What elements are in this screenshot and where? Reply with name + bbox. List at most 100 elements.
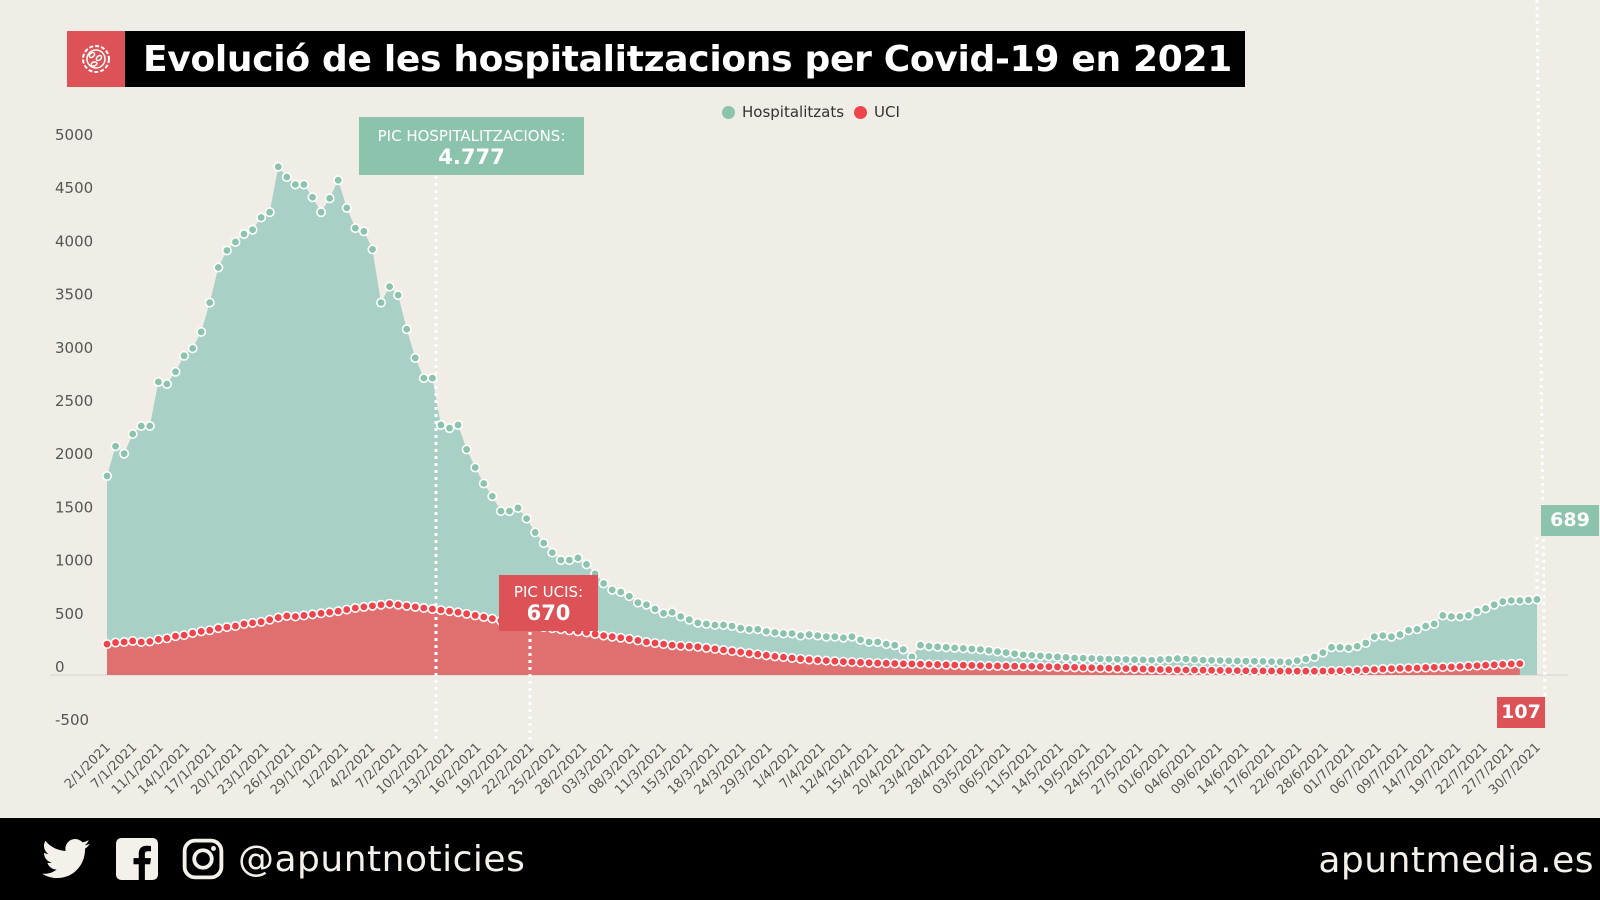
uci-point — [1112, 663, 1123, 674]
uci-point — [1352, 665, 1363, 676]
uci-point — [983, 660, 994, 671]
hospitalitzats-point — [247, 224, 258, 235]
hospitalitzats-point — [213, 262, 224, 273]
uci-last-guide — [1535, 0, 1547, 698]
hospitalitzats-point — [1215, 655, 1226, 666]
y-tick-label: 5000 — [55, 126, 93, 144]
hospitalitzats-point — [769, 627, 780, 638]
hospitalitzats-point — [341, 202, 352, 213]
uci-point — [872, 658, 883, 669]
uci-point — [470, 610, 481, 621]
social-handle[interactable]: @apuntnoticies — [238, 838, 526, 880]
y-tick-label: 3000 — [55, 339, 93, 357]
facebook-icon[interactable] — [116, 838, 158, 880]
hospitalitzats-point — [1309, 651, 1320, 662]
uci-point — [1335, 665, 1346, 676]
uci-point — [692, 641, 703, 652]
uci-point — [795, 653, 806, 664]
uci-point — [992, 660, 1003, 671]
hospitalitzats-point — [1180, 654, 1191, 665]
uci-point — [966, 660, 977, 671]
uci-last-value: 107 — [1501, 701, 1541, 723]
uci-point — [179, 630, 190, 641]
uci-point — [607, 631, 618, 642]
uci-point — [1155, 664, 1166, 675]
uci-point — [709, 643, 720, 654]
hospitalitzats-point — [1386, 631, 1397, 642]
y-tick-label: 500 — [55, 605, 84, 623]
uci-point — [187, 627, 198, 638]
uci-point — [1120, 663, 1131, 674]
uci-point — [110, 637, 121, 648]
hospitalitzats-point — [1035, 650, 1046, 661]
legend-item-uci[interactable]: UCI — [854, 103, 900, 121]
twitter-icon[interactable] — [42, 839, 90, 879]
hospitalitzats-point — [1112, 654, 1123, 665]
uci-point — [1043, 661, 1054, 672]
hospitalitzats-point — [778, 628, 789, 639]
y-tick-label: 2000 — [55, 445, 93, 463]
hospitalitzats-point — [153, 376, 164, 387]
instagram-icon[interactable] — [182, 838, 224, 880]
uci-point — [1215, 665, 1226, 676]
y-tick-label: 2500 — [55, 392, 93, 410]
uci-point — [1052, 661, 1063, 672]
legend-item-hospitalitzats[interactable]: Hospitalitzats — [722, 103, 844, 121]
hospitalitzats-point — [846, 631, 857, 642]
uci-point — [1061, 662, 1072, 673]
hospitalitzats-point — [1129, 654, 1140, 665]
hospitalitzats-point — [1120, 654, 1131, 665]
hospitalitzats-point — [692, 617, 703, 628]
hospitalitzats-point — [1232, 655, 1243, 666]
uci-area — [107, 603, 1520, 675]
hospitalitzats-point — [316, 207, 327, 218]
uci-point — [684, 641, 695, 652]
hospitalitzats-point — [761, 626, 772, 637]
uci-point — [1035, 661, 1046, 672]
uci-point — [298, 610, 309, 621]
y-tick-label: 4500 — [55, 179, 93, 197]
uci-point — [727, 646, 738, 657]
chart-title: Evolució de les hospitalitzacions per Co… — [143, 38, 1233, 80]
uci-point — [333, 606, 344, 617]
hospitalitzats-point — [290, 179, 301, 190]
hospitalitzats-point — [641, 599, 652, 610]
uci-point — [1266, 665, 1277, 676]
uci-point — [889, 658, 900, 669]
hospitalitzats-point — [607, 584, 618, 595]
uci-point — [1317, 666, 1328, 677]
uci-point — [1472, 660, 1483, 671]
uci-point — [949, 659, 960, 670]
uci-point — [1454, 661, 1465, 672]
legend-dot-uci — [854, 105, 868, 119]
uci-point — [341, 604, 352, 615]
hospitalitzats-point — [1138, 654, 1149, 665]
legend-dot-hosp — [722, 105, 735, 119]
hospitalitzats-point — [812, 630, 823, 641]
hospitalitzats-point — [1223, 655, 1234, 666]
uci-peak-annotation: PIC UCIS: 670 — [499, 575, 598, 631]
y-tick-label: -500 — [55, 711, 89, 729]
uci-point — [958, 660, 969, 671]
uci-point — [1403, 663, 1414, 674]
uci-point — [1429, 662, 1440, 673]
hospitalitzats-point — [958, 643, 969, 654]
hospitalitzats-point — [838, 632, 849, 643]
uci-point — [769, 651, 780, 662]
hosp-last-value: 689 — [1550, 509, 1590, 531]
hospitalitzats-point — [864, 637, 875, 648]
hospitalitzats-point — [829, 631, 840, 642]
uci-point — [590, 629, 601, 640]
hospitalitzats-point — [427, 373, 438, 384]
hospitalitzats-point — [1078, 653, 1089, 664]
hospitalitzats-point — [983, 645, 994, 656]
y-tick-label: 1500 — [55, 498, 93, 516]
uci-point — [1249, 665, 1260, 676]
uci-point — [1078, 662, 1089, 673]
uci-point — [1223, 665, 1234, 676]
uci-point — [401, 600, 412, 611]
hospitalitzats-point — [1446, 611, 1457, 622]
hospitalitzats-point — [136, 421, 147, 432]
site-link[interactable]: apuntmedia.es — [1318, 840, 1594, 881]
uci-point — [1163, 664, 1174, 675]
